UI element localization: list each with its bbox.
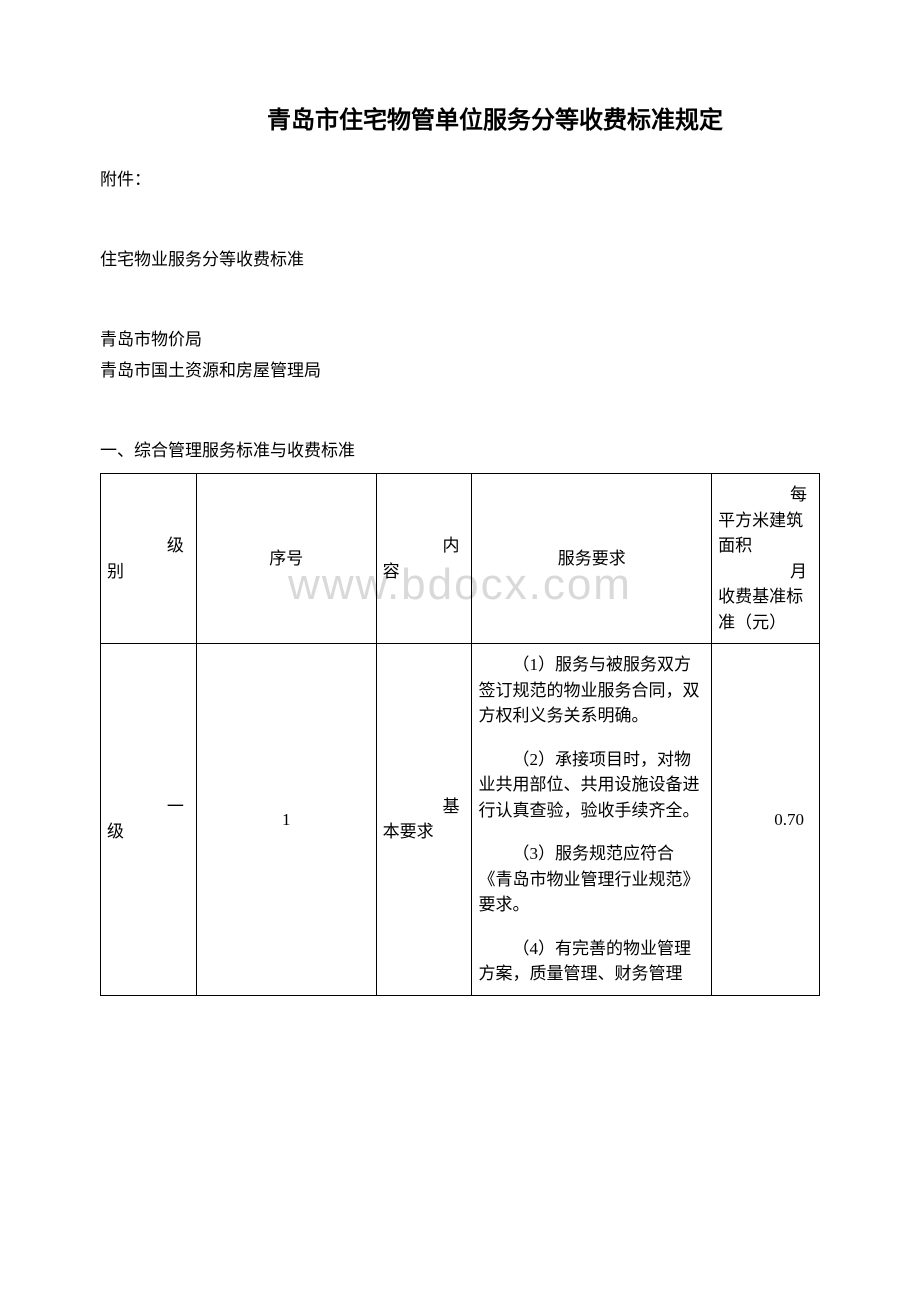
cell-req: （1）服务与被服务双方签订规范的物业服务合同，双方权利义务关系明确。 （2）承接… <box>472 644 712 996</box>
standards-table: 级 别 序号 内 容 服务要求 每 平方米建筑面积 月 收费基准标准（元） 一 … <box>100 473 820 996</box>
cell-level: 一 级 <box>101 644 197 996</box>
bureau-1: 青岛市物价局 <box>100 325 820 350</box>
cell-content: 基 本要求 <box>376 644 472 996</box>
document-title: 青岛市住宅物管单位服务分等收费标准规定 <box>170 100 820 135</box>
req-item-4: （4）有完善的物业管理方案，质量管理、财务管理 <box>478 936 705 987</box>
header-content: 内 容 <box>376 474 472 644</box>
document-content: 青岛市住宅物管单位服务分等收费标准规定 附件： 住宅物业服务分等收费标准 青岛市… <box>100 100 820 996</box>
subtitle: 住宅物业服务分等收费标准 <box>100 245 820 270</box>
header-req: 服务要求 <box>472 474 712 644</box>
attachment-label: 附件： <box>100 165 820 190</box>
req-item-3: （3）服务规范应符合《青岛市物业管理行业规范》要求。 <box>478 841 705 918</box>
table-data-row: 一 级 1 基 本要求 （1）服务与被服务双方签订规范的物业服务合同，双方权利义… <box>101 644 820 996</box>
req-item-1: （1）服务与被服务双方签订规范的物业服务合同，双方权利义务关系明确。 <box>478 652 705 729</box>
header-fee: 每 平方米建筑面积 月 收费基准标准（元） <box>712 474 820 644</box>
table-header-row: 级 别 序号 内 容 服务要求 每 平方米建筑面积 月 收费基准标准（元） <box>101 474 820 644</box>
req-item-2: （2）承接项目时，对物业共用部位、共用设施设备进行认真查验，验收手续齐全。 <box>478 747 705 824</box>
cell-fee: 0.70 <box>712 644 820 996</box>
cell-seq: 1 <box>196 644 376 996</box>
header-seq: 序号 <box>196 474 376 644</box>
header-level: 级 别 <box>101 474 197 644</box>
bureau-2: 青岛市国土资源和房屋管理局 <box>100 356 820 381</box>
section-title: 一、综合管理服务标准与收费标准 <box>100 436 820 461</box>
